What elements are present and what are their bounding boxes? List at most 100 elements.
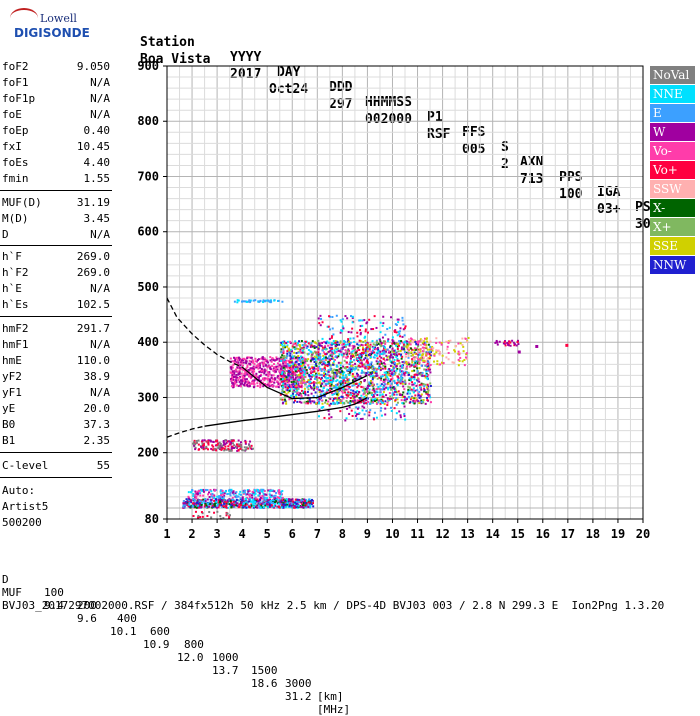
echo-point (405, 365, 408, 368)
echo-point (380, 388, 383, 391)
echo-point (425, 363, 428, 366)
echo-point (231, 372, 234, 375)
echo-point (435, 341, 438, 344)
echo-point (255, 500, 258, 503)
echo-point (398, 361, 401, 364)
echo-point (502, 342, 505, 345)
echo-point (218, 444, 221, 447)
echo-point (403, 405, 406, 408)
echo-point (371, 389, 374, 392)
echo-point (315, 372, 318, 375)
echo-point (329, 354, 332, 357)
echo-point (230, 368, 233, 371)
echo-point (332, 360, 335, 363)
echo-point (333, 358, 336, 361)
echo-point (297, 378, 300, 381)
echo-point (261, 371, 264, 374)
echo-point (277, 502, 280, 505)
echo-point (351, 316, 354, 319)
echo-point (249, 440, 252, 443)
echo-point (279, 367, 282, 370)
echo-point (322, 362, 325, 365)
echo-point (336, 386, 339, 389)
echo-point (439, 363, 442, 366)
echo-point (358, 390, 361, 393)
echo-point (279, 369, 282, 372)
echo-point (200, 445, 203, 448)
echo-point (264, 504, 267, 507)
echo-point (324, 358, 327, 361)
echo-point (360, 362, 363, 365)
echo-point (212, 497, 215, 500)
echo-point (254, 490, 257, 493)
echo-point (317, 356, 320, 359)
echo-point (392, 353, 395, 356)
echo-point (281, 398, 284, 401)
echo-point (318, 365, 321, 368)
echo-point (336, 383, 339, 386)
echo-point (264, 503, 267, 506)
echo-point (353, 392, 356, 395)
echo-point (372, 395, 375, 398)
echo-point (415, 355, 418, 358)
echo-point (230, 447, 233, 450)
echo-point (342, 327, 345, 330)
echo-point (264, 498, 267, 501)
echo-point (327, 400, 330, 403)
echo-point (393, 363, 396, 366)
echo-point (239, 498, 242, 501)
echo-point (253, 379, 256, 382)
echo-point (315, 356, 318, 359)
echo-point (388, 346, 391, 349)
echo-point (339, 340, 342, 343)
echo-point (336, 402, 339, 405)
echo-point (296, 356, 299, 359)
echo-point (238, 366, 241, 369)
echo-point (330, 385, 333, 388)
echo-point (402, 323, 405, 326)
echo-point (382, 351, 385, 354)
echo-point (273, 490, 276, 493)
echo-point (323, 368, 326, 371)
echo-point (223, 492, 226, 495)
echo-point (263, 372, 266, 375)
echo-point (414, 361, 417, 364)
echo-point (272, 506, 275, 509)
echo-point (330, 416, 333, 419)
echo-point (395, 351, 398, 354)
echo-point (183, 504, 186, 507)
echo-point (329, 359, 332, 362)
echo-point (239, 490, 242, 493)
echo-point (401, 319, 404, 322)
echo-point (315, 364, 318, 367)
echo-point (200, 500, 203, 503)
echo-point (358, 354, 361, 357)
echo-point (244, 370, 247, 373)
echo-point (426, 377, 429, 380)
echo-point (380, 368, 383, 371)
echo-point (220, 448, 223, 451)
echo-point (389, 374, 392, 377)
echo-point (416, 389, 419, 392)
echo-point (278, 374, 281, 377)
echo-point (335, 369, 338, 372)
echo-point (364, 342, 367, 345)
echo-point (453, 350, 456, 353)
echo-point (235, 494, 238, 497)
echo-point (299, 372, 302, 375)
echo-point (386, 401, 389, 404)
echo-point (388, 367, 391, 370)
echo-point (194, 496, 197, 499)
param-row: h`F2 269.0 (2, 266, 110, 282)
echo-point (303, 498, 306, 501)
param-row: hmF2 291.7 (2, 322, 110, 338)
echo-point (399, 416, 402, 419)
echo-point (423, 341, 426, 344)
echo-point (384, 400, 387, 403)
echo-point (408, 386, 411, 389)
echo-point (293, 347, 296, 350)
echo-point (234, 382, 237, 385)
echo-point (379, 343, 382, 346)
echo-point (360, 385, 363, 388)
echo-point (376, 402, 379, 405)
